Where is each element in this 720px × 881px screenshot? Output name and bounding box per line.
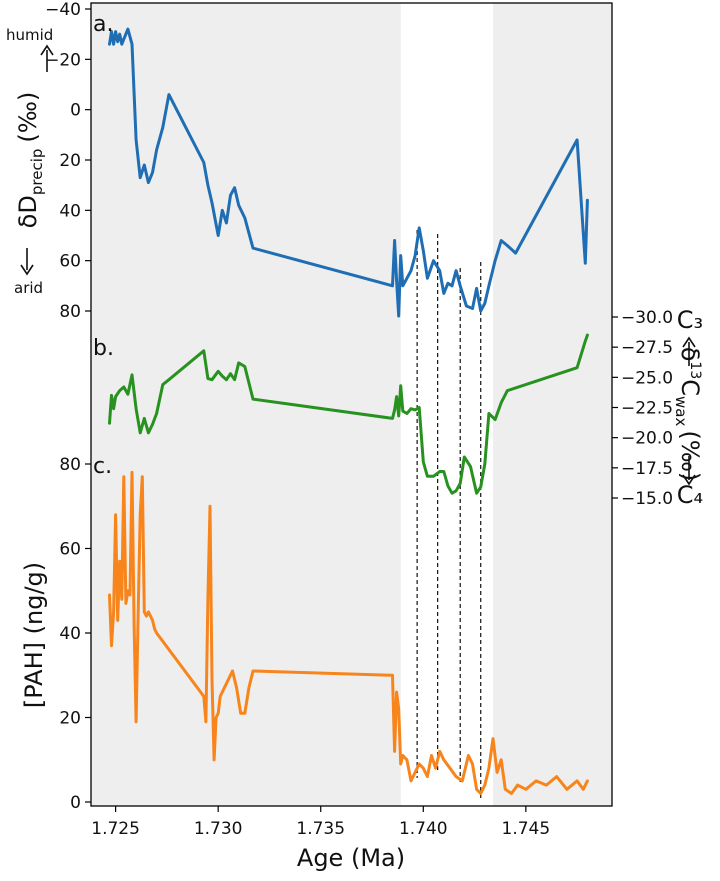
- y-axis-title-b-sup: 13: [687, 361, 703, 379]
- y-tick-label: −17.5: [621, 459, 673, 479]
- y-tick-label: 40: [59, 624, 81, 644]
- panel-label-a: a.: [93, 12, 113, 37]
- y-tick-label: 60: [59, 252, 81, 272]
- y-tick-label: −20: [45, 50, 81, 70]
- y-tick-label: −15.0: [621, 489, 673, 509]
- y-tick-label: 0: [70, 793, 81, 813]
- series-line-b: [108, 333, 589, 495]
- y-tick-label: 40: [59, 201, 81, 221]
- annotation-humid: humid: [6, 26, 53, 44]
- y-tick-label: 20: [59, 709, 81, 729]
- x-tick-label: 1.730: [194, 819, 243, 839]
- annotation-c4: C₄: [677, 481, 703, 509]
- x-tick-label: 1.745: [502, 819, 551, 839]
- arrow-down-arid: [20, 248, 34, 276]
- series-line-a: [108, 27, 589, 318]
- series-line-c: [108, 470, 589, 795]
- y-axis-title-a: δDprecip (‰): [14, 92, 46, 229]
- x-axis-title: Age (Ma): [297, 844, 405, 872]
- shaded-intervals: [91, 3, 612, 806]
- y-tick-label: 80: [59, 302, 81, 322]
- plot-frame: [90, 2, 613, 807]
- y-axis-title-b-main2: C: [676, 379, 704, 396]
- dashed-marker-lines: [416, 230, 482, 800]
- tick-marks: 1.725 1.730 1.735 1.740 1.745 −40 −20 0 20 40 60 80…: [45, 0, 673, 839]
- y-tick-label: −40: [45, 0, 81, 20]
- y-tick-label: −25.0: [621, 368, 673, 388]
- shaded-interval-1: [493, 3, 612, 806]
- y-axis-title-a-main: δD: [14, 195, 42, 228]
- y-tick-label: 80: [59, 455, 81, 475]
- y-axis-title-a-unit: (‰): [14, 92, 42, 143]
- arrow-up-c3: [682, 336, 696, 366]
- y-axis-title-a-sub: precip: [28, 149, 46, 196]
- y-axis-title-b-unit: (‰): [676, 430, 704, 481]
- x-tick-label: 1.725: [91, 819, 140, 839]
- annotation-arid: arid: [14, 279, 43, 297]
- x-tick-label: 1.740: [399, 819, 448, 839]
- y-axis-title-c: [PAH] (ng/g): [20, 562, 48, 708]
- y-tick-label: −20.0: [621, 429, 673, 449]
- arrow-down-c4: [682, 456, 696, 486]
- axes: [90, 2, 613, 807]
- y-axis-title-b: δ13Cwax (‰): [672, 347, 704, 482]
- shaded-interval-0: [91, 3, 401, 806]
- y-tick-label: 0: [70, 101, 81, 121]
- arrow-up-humid: [40, 44, 54, 72]
- series-lines: [108, 27, 589, 795]
- y-tick-label: 20: [59, 151, 81, 171]
- panel-label-b: b.: [93, 336, 114, 361]
- y-tick-label: −27.5: [621, 338, 673, 358]
- y-tick-label: −30.0: [621, 308, 673, 328]
- x-tick-label: 1.735: [296, 819, 345, 839]
- y-axis-title-b-main: δ: [676, 347, 704, 362]
- annotation-c3: C₃: [677, 306, 703, 334]
- y-axis-title-a-text: δDprecip (‰): [14, 92, 46, 229]
- y-axis-title-b-sub: wax: [672, 396, 690, 426]
- y-axis-title-c-text: [PAH] (ng/g): [20, 562, 48, 708]
- y-tick-label: −22.5: [621, 399, 673, 419]
- y-tick-label: 60: [59, 540, 81, 560]
- y-axis-title-b-text: δ13Cwax (‰): [672, 347, 704, 482]
- panel-label-c: c.: [93, 454, 112, 479]
